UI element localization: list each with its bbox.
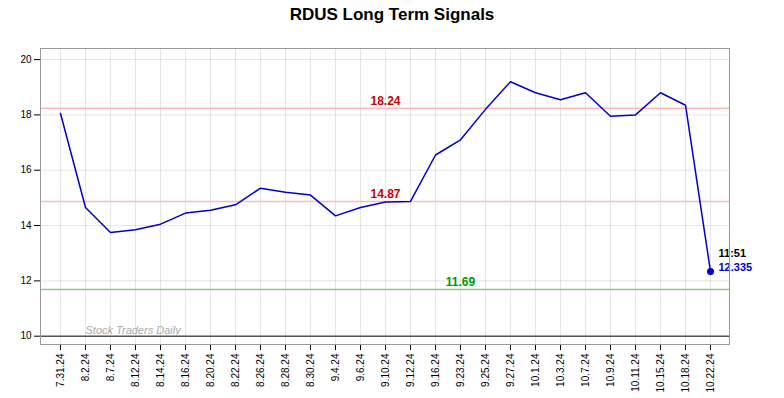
svg-text:9.6.24: 9.6.24 xyxy=(355,353,366,381)
svg-text:10.18.24: 10.18.24 xyxy=(680,353,691,392)
svg-text:10.3.24: 10.3.24 xyxy=(555,353,566,387)
svg-text:Stock Traders Daily: Stock Traders Daily xyxy=(86,324,183,336)
svg-text:16: 16 xyxy=(20,164,32,175)
svg-text:10.15.24: 10.15.24 xyxy=(655,353,666,392)
svg-text:10.7.24: 10.7.24 xyxy=(580,353,591,387)
svg-text:9.27.24: 9.27.24 xyxy=(505,353,516,387)
svg-text:7.31.24: 7.31.24 xyxy=(55,353,66,387)
svg-text:20: 20 xyxy=(20,54,32,65)
svg-text:10: 10 xyxy=(20,330,32,341)
svg-text:10.22.24: 10.22.24 xyxy=(705,353,716,392)
svg-text:14.87: 14.87 xyxy=(370,187,400,201)
svg-text:9.10.24: 9.10.24 xyxy=(380,353,391,387)
svg-text:8.12.24: 8.12.24 xyxy=(130,353,141,387)
svg-text:9.23.24: 9.23.24 xyxy=(455,353,466,387)
svg-text:8.22.24: 8.22.24 xyxy=(230,353,241,387)
svg-text:8.30.24: 8.30.24 xyxy=(305,353,316,387)
html-text:RDUS Long Term Signals: RDUS Long Term Signals xyxy=(289,5,495,24)
svg-text:8.28.24: 8.28.24 xyxy=(280,353,291,387)
svg-text:9.16.24: 9.16.24 xyxy=(430,353,441,387)
svg-text:10.11.24: 10.11.24 xyxy=(630,353,641,392)
svg-text:10.9.24: 10.9.24 xyxy=(605,353,616,387)
svg-text:8.7.24: 8.7.24 xyxy=(105,353,116,381)
svg-text:11.69: 11.69 xyxy=(446,275,476,289)
svg-text:12: 12 xyxy=(20,275,32,286)
svg-text:12.335: 12.335 xyxy=(719,261,753,273)
svg-text:10.1.24: 10.1.24 xyxy=(530,353,541,387)
svg-text:9.12.24: 9.12.24 xyxy=(405,353,416,387)
svg-text:18.24: 18.24 xyxy=(370,94,400,108)
svg-text:18: 18 xyxy=(20,109,32,120)
svg-text:14: 14 xyxy=(20,220,32,231)
svg-text:8.14.24: 8.14.24 xyxy=(155,353,166,387)
svg-text:8.2.24: 8.2.24 xyxy=(80,353,91,381)
svg-text:11:51: 11:51 xyxy=(719,247,747,259)
svg-text:9.25.24: 9.25.24 xyxy=(480,353,491,387)
svg-text:9.4.24: 9.4.24 xyxy=(330,353,341,381)
svg-text:8.26.24: 8.26.24 xyxy=(255,353,266,387)
svg-text:8.20.24: 8.20.24 xyxy=(205,353,216,387)
svg-text:8.16.24: 8.16.24 xyxy=(180,353,191,387)
